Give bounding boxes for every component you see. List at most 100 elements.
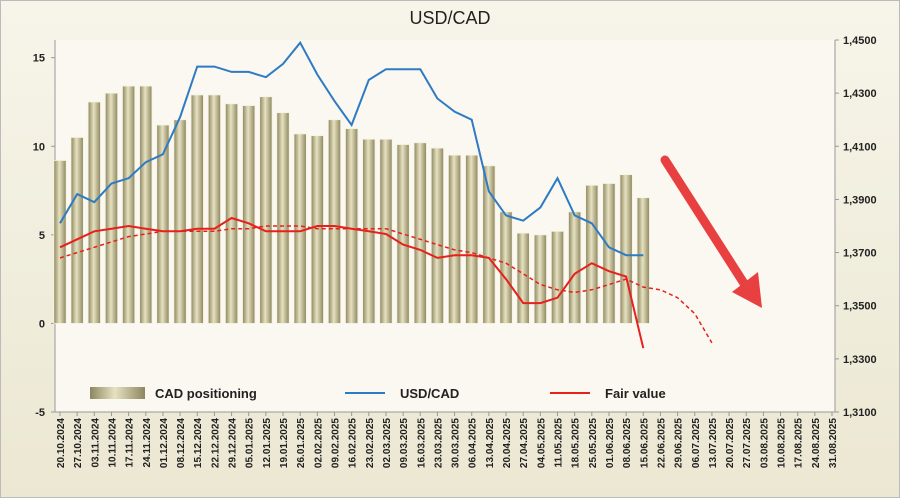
x-tick-label: 30.03.2025	[451, 418, 462, 468]
bar	[413, 142, 427, 324]
x-tick-label: 09.02.2025	[330, 418, 341, 468]
x-tick-label: 10.11.2024	[107, 418, 118, 468]
bar	[276, 112, 290, 324]
x-tick-label: 29.12.2024	[228, 418, 239, 468]
line	[59, 40, 644, 257]
y-tick-label: 0	[39, 318, 45, 330]
y-tick-label: 5	[39, 230, 45, 242]
y2-tick-label: 1,4300	[843, 88, 877, 100]
legend-label: USD/CAD	[400, 386, 459, 401]
bar	[190, 94, 204, 324]
bar	[550, 230, 565, 324]
bar	[156, 124, 170, 324]
x-tick-label: 22.12.2024	[210, 418, 221, 468]
bar	[533, 234, 547, 324]
x-tick-label: 29.06.2025	[674, 418, 685, 468]
bar	[293, 133, 307, 324]
x-tick-label: 01.06.2025	[605, 418, 616, 468]
bar	[379, 138, 393, 324]
bar	[224, 103, 239, 324]
bar	[173, 119, 187, 324]
bar	[619, 174, 633, 324]
legend-label: CAD positioning	[155, 386, 257, 401]
x-tick-label: 16.03.2025	[416, 418, 427, 468]
x-tick-label: 09.03.2025	[399, 418, 410, 468]
x-tick-label: 20.04.2025	[502, 418, 513, 468]
bar	[310, 135, 324, 324]
x-tick-label: 31.08.2025	[828, 418, 839, 468]
bar	[70, 137, 84, 324]
x-tick-label: 10.08.2025	[777, 418, 788, 468]
plot-area	[55, 40, 835, 412]
x-tick-label: 11.05.2025	[554, 418, 565, 468]
bar	[516, 232, 530, 324]
bar	[53, 160, 67, 324]
x-tick-label: 22.06.2025	[656, 418, 667, 468]
bar	[499, 211, 513, 324]
bar	[122, 85, 136, 324]
bar	[430, 147, 444, 324]
x-tick-label: 12.01.2025	[262, 418, 273, 468]
legend-swatch	[90, 387, 145, 399]
bar	[448, 154, 462, 324]
bar	[327, 119, 342, 324]
x-tick-label: 01.12.2024	[159, 418, 170, 468]
x-tick-label: 27.10.2024	[73, 418, 84, 468]
bar	[104, 92, 119, 324]
x-tick-label: 02.02.2025	[313, 418, 324, 468]
y-tick-label: 10	[33, 141, 45, 153]
x-tick-label: 06.07.2025	[691, 418, 702, 468]
y-tick-label: 15	[33, 53, 45, 65]
y2-tick-label: 1,3700	[843, 248, 877, 260]
x-tick-label: 19.01.2025	[279, 418, 290, 468]
x-tick-label: 25.05.2025	[588, 418, 599, 468]
bar	[87, 101, 101, 324]
x-tick-label: 03.08.2025	[759, 418, 770, 468]
y2-tick-label: 1,4100	[843, 141, 877, 153]
x-tick-label: 05.01.2025	[245, 418, 256, 468]
x-tick-label: 08.12.2024	[176, 418, 187, 468]
x-tick-label: 24.08.2025	[811, 418, 822, 468]
bar	[139, 85, 153, 324]
trend-line	[59, 225, 713, 344]
x-tick-label: 20.10.2024	[56, 418, 67, 468]
bar	[636, 197, 650, 324]
bar	[568, 211, 582, 324]
y2-tick-label: 1,4500	[843, 35, 877, 47]
trend-arrow	[660, 155, 762, 308]
x-tick-label: 13.07.2025	[708, 418, 719, 468]
x-tick-label: 18.05.2025	[571, 418, 582, 468]
bar	[242, 105, 256, 324]
x-tick-label: 27.04.2025	[519, 418, 530, 468]
x-tick-label: 15.06.2025	[639, 418, 650, 468]
x-tick-label: 06.04.2025	[468, 418, 479, 468]
x-tick-label: 23.02.2025	[365, 418, 376, 468]
bar	[259, 96, 273, 324]
x-tick-label: 08.06.2025	[622, 418, 633, 468]
x-tick-label: 17.08.2025	[794, 418, 805, 468]
bar	[345, 128, 359, 324]
bar	[602, 183, 616, 324]
chart-title: USD/CAD	[409, 8, 490, 28]
x-tick-label: 15.12.2024	[193, 418, 204, 468]
x-tick-label: 02.03.2025	[382, 418, 393, 468]
x-tick-label: 04.05.2025	[536, 418, 547, 468]
x-tick-label: 13.04.2025	[485, 418, 496, 468]
y2-tick-label: 1,3100	[843, 407, 877, 419]
bar	[585, 184, 599, 324]
bar	[465, 154, 479, 324]
x-tick-label: 20.07.2025	[725, 418, 736, 468]
y2-tick-label: 1,3300	[843, 354, 877, 366]
x-tick-label: 24.11.2024	[142, 418, 153, 468]
y2-tick-label: 1,3900	[843, 194, 877, 206]
bar	[482, 165, 496, 324]
bar	[396, 144, 410, 324]
x-tick-label: 26.01.2025	[296, 418, 307, 468]
y2-tick-label: 1,3500	[843, 301, 877, 313]
x-tick-label: 03.11.2024	[90, 418, 101, 468]
bar	[207, 94, 221, 324]
legend-label: Fair value	[605, 386, 666, 401]
x-tick-label: 16.02.2025	[348, 418, 359, 468]
x-tick-label: 17.11.2024	[125, 418, 136, 468]
